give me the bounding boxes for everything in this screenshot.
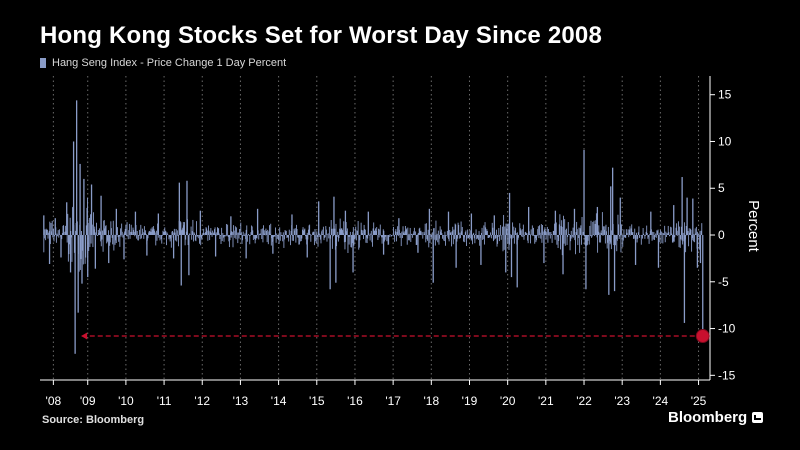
chart-title: Hong Kong Stocks Set for Worst Day Since… (40, 22, 603, 49)
y-tick-label: -10 (718, 322, 736, 336)
x-tick-label: '22 (576, 394, 592, 408)
bar-series (43, 100, 704, 354)
chart-icon (752, 412, 764, 423)
x-tick-label: '15 (309, 394, 325, 408)
x-tick-label: '13 (233, 394, 249, 408)
x-tick-label: '21 (538, 394, 554, 408)
y-tick-label: 15 (718, 88, 732, 102)
legend-label: Hang Seng Index - Price Change 1 Day Per… (52, 57, 287, 69)
x-tick-label: '20 (500, 394, 516, 408)
y-tick-label: 10 (718, 134, 732, 148)
x-tick-label: '08 (46, 394, 62, 408)
x-tick-label: '18 (423, 394, 439, 408)
annotation (81, 329, 710, 344)
annotation-arrowhead (81, 332, 88, 340)
x-tick-label: '23 (614, 394, 630, 408)
y-tick-label: -5 (718, 275, 729, 289)
x-tick-label: '25 (691, 394, 707, 408)
x-tick-label: '11 (157, 394, 172, 408)
x-tick-label: '16 (347, 394, 363, 408)
x-tick-label: '17 (385, 394, 401, 408)
x-tick-label: '12 (194, 394, 210, 408)
x-tick-label: '14 (271, 394, 287, 408)
source-note: Source: Bloomberg (42, 414, 145, 426)
brand-name: Bloomberg (668, 409, 748, 426)
y-axis-label: Percent (745, 200, 762, 253)
x-tick-label: '09 (80, 394, 96, 408)
x-tick-label: '19 (462, 394, 478, 408)
bloomberg-logo: Bloomberg (668, 409, 764, 426)
y-tick-label: -15 (718, 368, 736, 382)
y-tick-label: 5 (718, 181, 725, 195)
grid-lines (52, 76, 700, 380)
x-tick-label: '24 (653, 394, 669, 408)
x-tick-label: '10 (118, 394, 134, 408)
legend: Hang Seng Index - Price Change 1 Day Per… (40, 57, 286, 69)
y-tick-label: 0 (718, 228, 725, 242)
annotation-marker (695, 329, 710, 344)
legend-swatch (40, 58, 46, 68)
axes: '08 '09 '10 '11 '12 '13 '14 '15 '16 '17 '18 '19 '20 '… (40, 76, 736, 408)
